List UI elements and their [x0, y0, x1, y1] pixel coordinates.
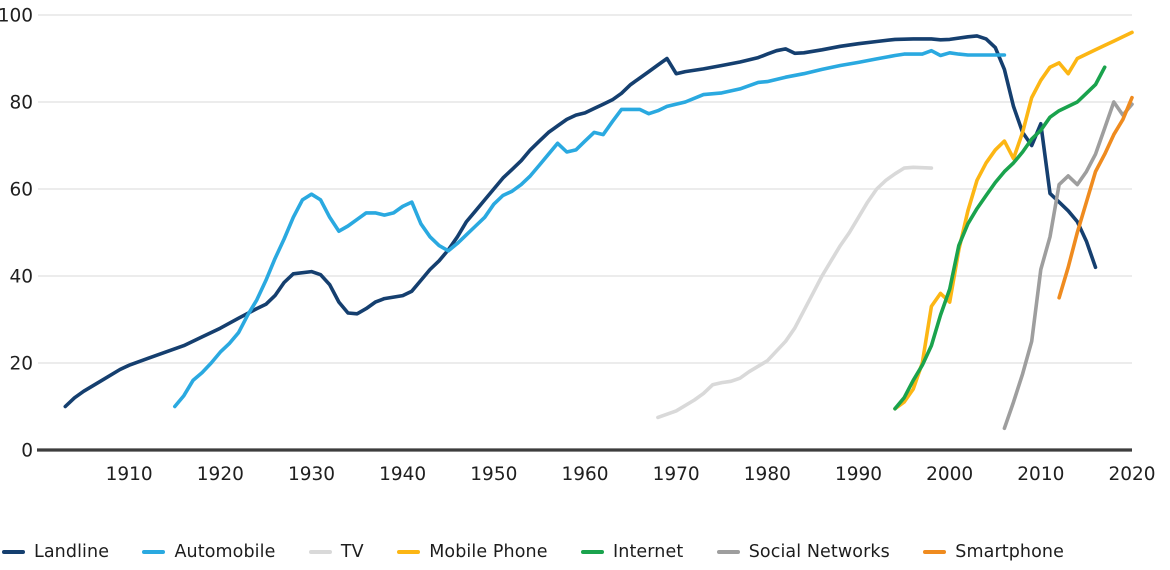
x-tick-label: 2000 — [926, 464, 973, 485]
legend-item-tv: TV — [308, 542, 364, 562]
y-tick-label: 40 — [9, 267, 33, 288]
series-line-social-networks — [1002, 100, 1134, 431]
legend-label-tv: TV — [340, 542, 364, 562]
series-line-automobile — [173, 48, 1007, 409]
x-tick-label: 1990 — [835, 464, 882, 485]
x-tick-label: 1950 — [470, 464, 517, 485]
x-tick-label: 1930 — [288, 464, 335, 485]
y-tick-label: 80 — [9, 93, 33, 114]
y-tick-label: 0 — [21, 441, 33, 462]
legend-item-smartphone: Smartphone — [923, 542, 1064, 562]
legend-item-mobile-phone: Mobile Phone — [397, 542, 547, 562]
series-line-tv — [656, 165, 934, 420]
plot-area: 0 20 40 60 80 100 1910 1920 1930 1940 1950 1960 1970… — [0, 6, 1156, 486]
legend-label-social-networks: Social Networks — [748, 542, 890, 562]
legend-label-mobile-phone: Mobile Phone — [429, 542, 548, 562]
legend-swatch-tv-icon — [308, 550, 332, 554]
y-tick-label: 100 — [0, 6, 33, 27]
legend-swatch-smartphone-icon — [923, 550, 947, 554]
legend-swatch-landline-icon — [2, 550, 25, 554]
legend-item-social-networks: Social Networks — [716, 542, 890, 562]
y-tick-label: 20 — [9, 354, 33, 375]
x-tick-label: 2020 — [1108, 464, 1155, 485]
series-line-smartphone — [1057, 95, 1134, 300]
series-line-mobile-phone — [893, 30, 1134, 411]
legend-item-internet: Internet — [581, 542, 683, 562]
legend-swatch-mobile-phone-icon — [397, 550, 421, 554]
x-tick-label: 1980 — [744, 464, 791, 485]
legend-label-automobile: Automobile — [174, 542, 276, 562]
x-tick-label: 1970 — [653, 464, 700, 485]
x-tick-label: 1940 — [379, 464, 426, 485]
series-line-internet — [893, 65, 1107, 411]
legend-swatch-internet-icon — [581, 550, 604, 554]
legend-item-landline: Landline — [2, 542, 109, 562]
legend: Landline Automobile TV Mobile Phone Internet… — [2, 537, 1064, 567]
legend-swatch-automobile-icon — [142, 550, 166, 554]
x-tick-label: 1910 — [106, 464, 153, 485]
y-tick-label: 60 — [9, 180, 33, 201]
x-tick-label: 1960 — [561, 464, 608, 485]
legend-label-landline: Landline — [34, 542, 110, 562]
legend-label-internet: Internet — [613, 542, 684, 562]
legend-swatch-social-networks-icon — [716, 550, 740, 554]
series-line-landline — [63, 34, 1098, 409]
legend-item-automobile: Automobile — [142, 542, 275, 562]
x-tick-label: 1920 — [197, 464, 244, 485]
x-tick-label: 2010 — [1017, 464, 1064, 485]
line-chart: 0 20 40 60 80 100 1910 1920 1930 1940 1950 1960 1970… — [0, 6, 1156, 486]
legend-label-smartphone: Smartphone — [955, 542, 1064, 562]
